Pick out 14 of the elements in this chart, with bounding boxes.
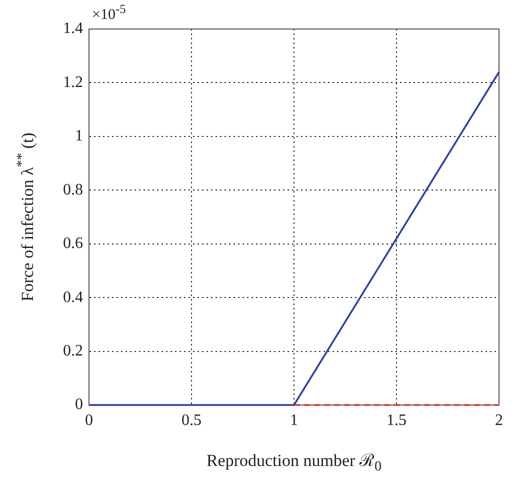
x-axis-title: Reproduction number ℛ$_{0}$	[205, 450, 383, 476]
y-tick-label: 1.2	[63, 74, 83, 91]
y-tick-label: 0.6	[63, 235, 83, 252]
text: ×10$^{-5}$	[92, 2, 126, 24]
y-tick-label: 1	[75, 128, 83, 145]
y-tick-label: 0	[75, 396, 83, 414]
x-tick-label: 0.5	[182, 412, 202, 429]
x-tick-label: 2	[495, 412, 503, 429]
y-tick-label: 1.4	[63, 20, 83, 38]
y-tick-label: 0.4	[63, 288, 83, 306]
x-tick-label: 1.5	[386, 412, 406, 429]
x-tick-label: 1	[290, 412, 298, 429]
y-tick-label: 0.2	[63, 342, 83, 360]
y-tick-label: 0.8	[63, 181, 83, 198]
